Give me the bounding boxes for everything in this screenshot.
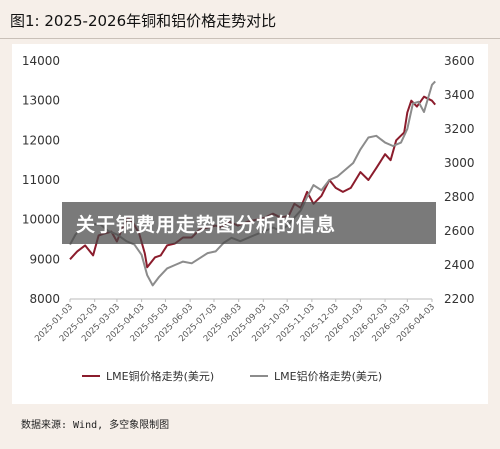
chart-title: 图1: 2025-2026年铜和铝价格走势对比 [10,12,277,30]
y-right-tick-label: 3600 [444,54,475,68]
y-left-tick-label: 14000 [22,54,60,68]
y-left-tick-label: 8000 [29,292,60,306]
y-right-tick-label: 2600 [444,224,475,238]
y-left-tick-label: 9000 [29,252,60,266]
y-left-tick-label: 12000 [22,133,60,147]
y-right-tick-label: 3400 [444,88,475,102]
y-right-tick-label: 2200 [444,292,475,306]
overlay-banner [62,202,436,244]
legend-label: LME铝价格走势(美元) [274,369,382,383]
data-source-note: 数据来源: Wind, 多空象限制图 [21,420,170,431]
aluminium-price-line [69,80,436,287]
y-right-tick-label: 2400 [444,258,475,272]
y-right-tick-label: 2800 [444,190,475,204]
legend-label: LME铜价格走势(美元) [106,369,214,383]
line-chart: 8000 9000 10000 11000 12000 13000 14000 2200 240… [22,54,475,383]
y-right-tick-label: 3200 [444,122,475,136]
title-divider [0,38,500,39]
overlay-banner-text: 关于铜费用走势图分析的信息 [76,214,337,236]
y-left-tick-label: 13000 [22,94,60,108]
y-right-tick-label: 3000 [444,156,475,170]
y-left-tick-label: 11000 [22,173,60,187]
y-left-tick-label: 10000 [22,213,60,227]
